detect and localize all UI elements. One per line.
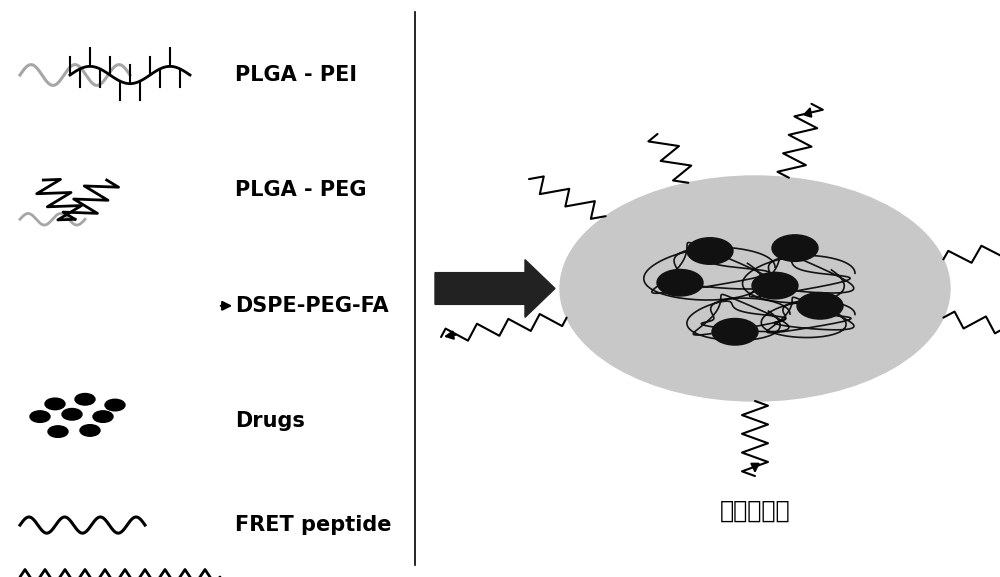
Circle shape [62, 409, 82, 420]
Circle shape [772, 235, 818, 261]
Text: PLGA - PEG: PLGA - PEG [235, 181, 366, 200]
FancyArrow shape [435, 260, 555, 317]
Text: Drugs: Drugs [235, 411, 305, 431]
Circle shape [48, 426, 68, 437]
Text: PLGA - PEI: PLGA - PEI [235, 65, 357, 85]
Circle shape [560, 176, 950, 401]
Circle shape [93, 411, 113, 422]
Circle shape [712, 319, 758, 345]
Circle shape [687, 238, 733, 264]
Text: DSPE-PEG-FA: DSPE-PEG-FA [235, 296, 389, 316]
Circle shape [30, 411, 50, 422]
Circle shape [105, 399, 125, 411]
Circle shape [657, 269, 703, 296]
Circle shape [75, 394, 95, 405]
Circle shape [45, 398, 65, 410]
Text: FRET peptide: FRET peptide [235, 515, 392, 535]
Circle shape [797, 293, 843, 319]
Circle shape [752, 272, 798, 299]
Text: 智能纳米粒: 智能纳米粒 [720, 499, 790, 523]
Circle shape [80, 425, 100, 436]
